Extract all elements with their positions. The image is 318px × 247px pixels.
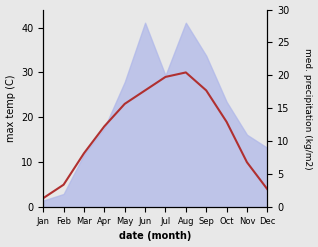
Y-axis label: max temp (C): max temp (C)	[5, 75, 16, 142]
X-axis label: date (month): date (month)	[119, 231, 191, 242]
Y-axis label: med. precipitation (kg/m2): med. precipitation (kg/m2)	[303, 48, 313, 169]
